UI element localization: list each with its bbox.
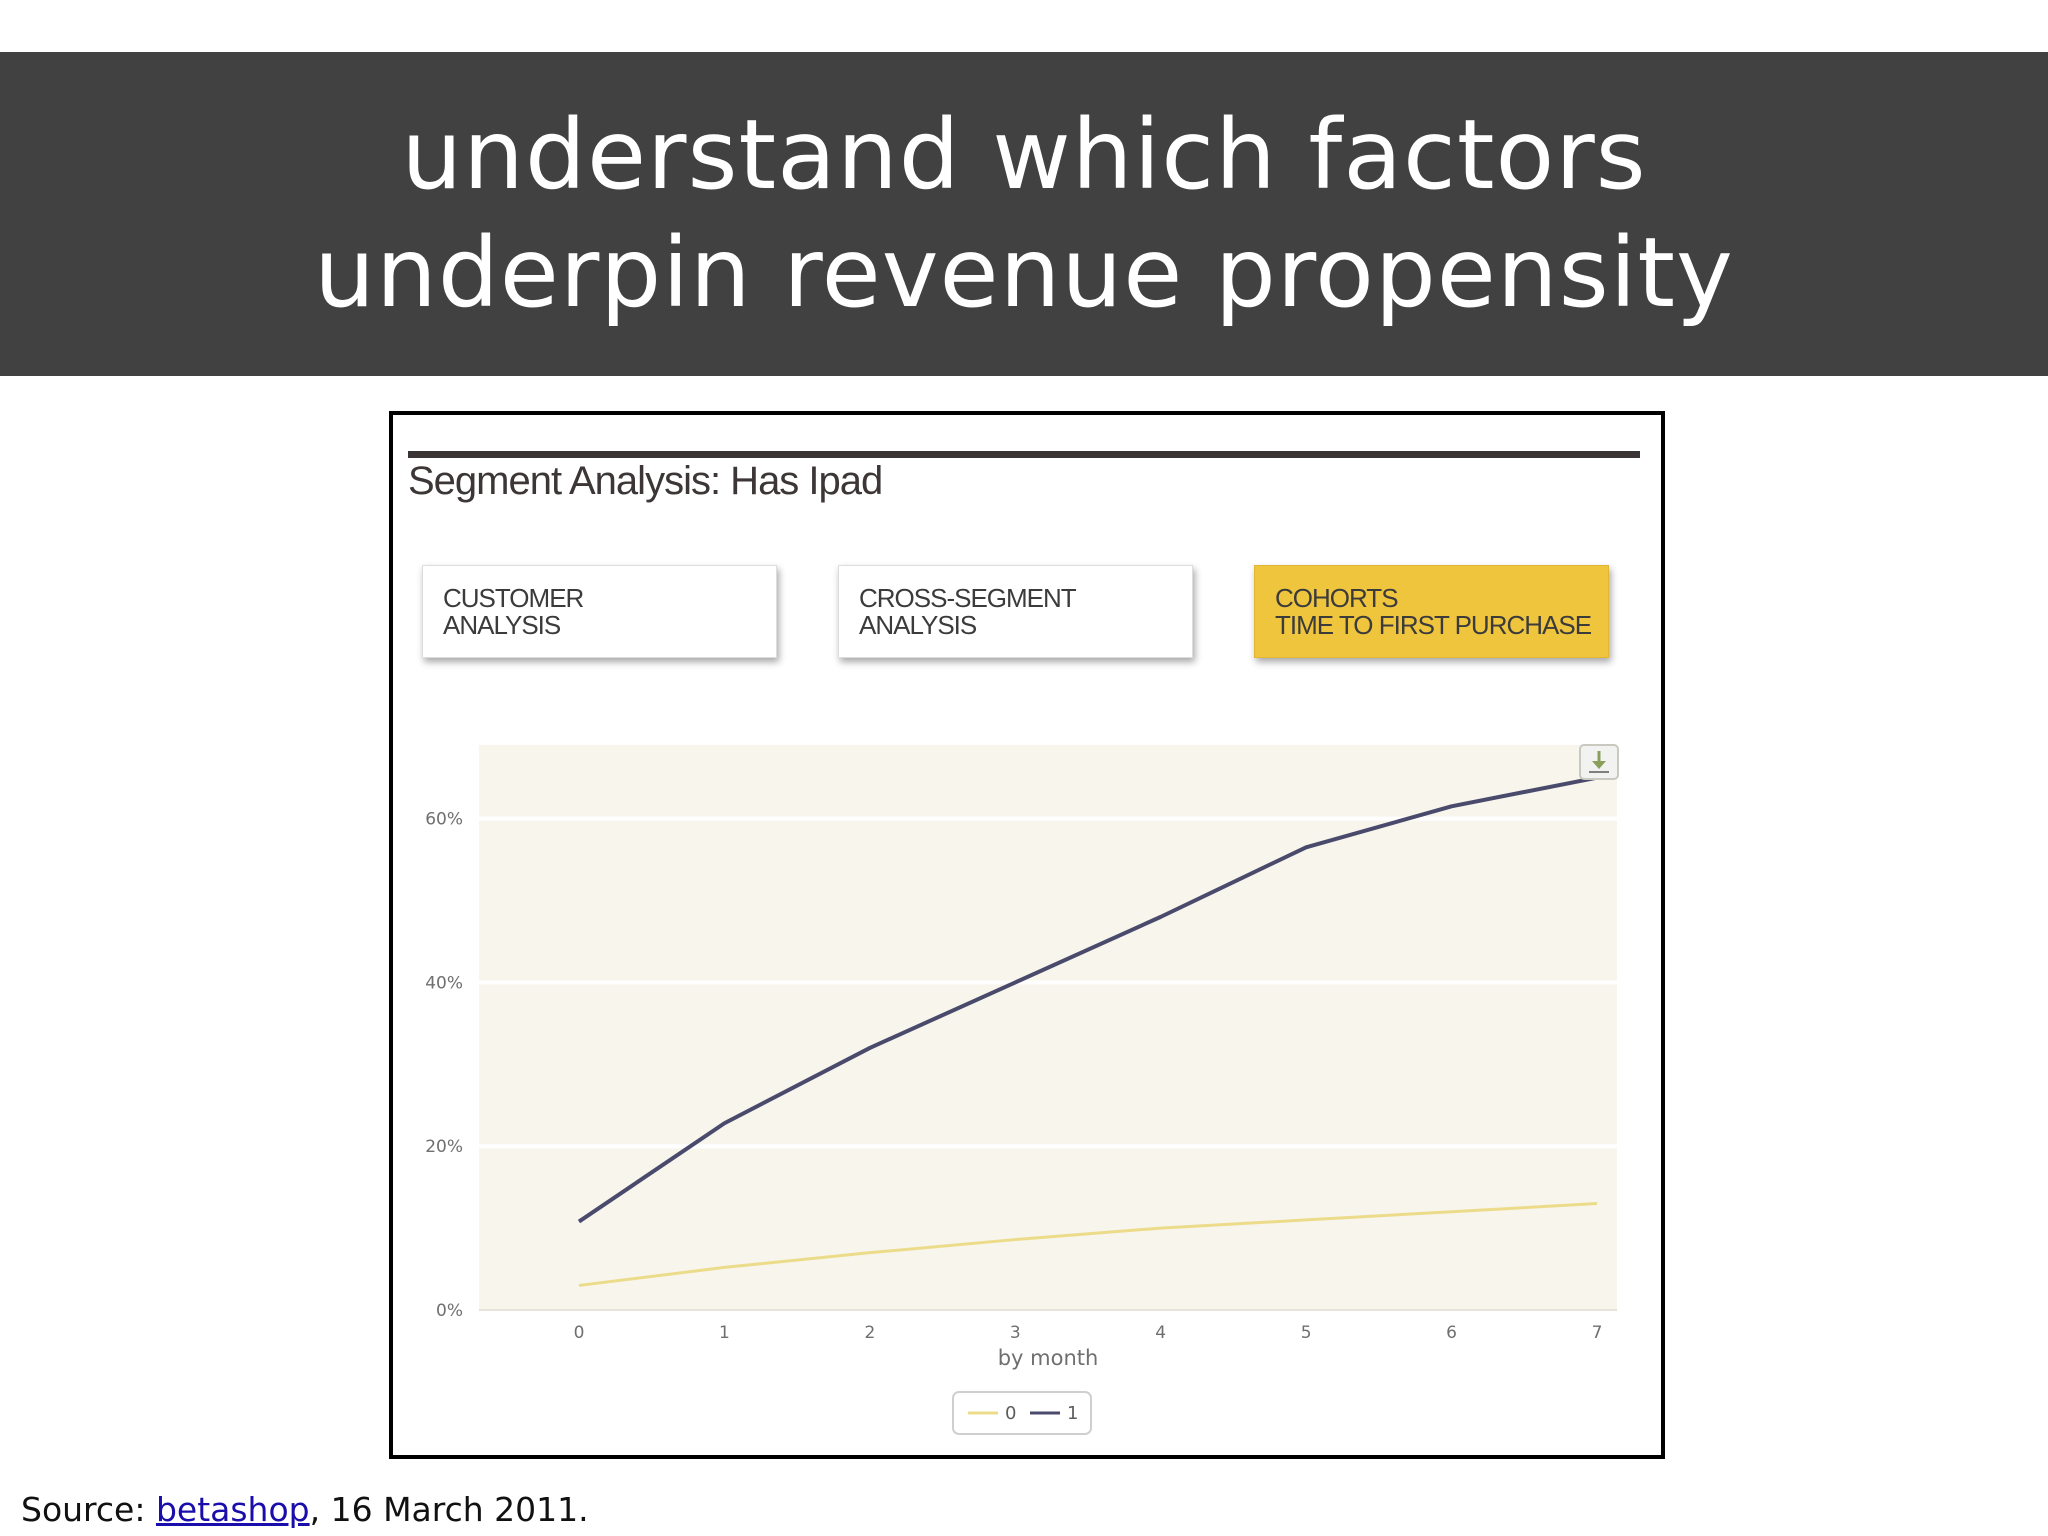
y-tick-label: 20%	[425, 1137, 463, 1157]
legend: 0 1	[952, 1391, 1092, 1435]
slide-title-line-1: understand which factors	[401, 99, 1647, 211]
tab-cross-segment-line2: ANALYSIS	[859, 610, 977, 640]
x-tick-label: 6	[1446, 1323, 1457, 1343]
x-tick-label: 3	[1010, 1323, 1021, 1343]
segment-analysis-title: Segment Analysis: Has Ipad	[408, 459, 883, 503]
tab-cross-segment-analysis[interactable]: CROSS-SEGMENT ANALYSIS	[838, 565, 1193, 658]
legend-label-series-0: 0	[1005, 1403, 1016, 1424]
x-tick-label: 5	[1301, 1323, 1312, 1343]
panel-top-rule	[408, 451, 1640, 458]
x-tick-label: 1	[719, 1323, 730, 1343]
tab-customer-analysis-line2: ANALYSIS	[443, 610, 561, 640]
source-citation: Source: betashop, 16 March 2011.	[21, 1490, 589, 1529]
legend-box	[952, 1391, 1092, 1435]
gridlines	[479, 816, 1617, 1149]
tab-customer-analysis-line1: CUSTOMER	[443, 583, 584, 613]
x-tick-label: 7	[1592, 1323, 1603, 1343]
tab-cross-segment-line1: CROSS-SEGMENT	[859, 583, 1077, 613]
y-tick-label: 40%	[425, 973, 463, 993]
series-lines	[577, 775, 1598, 1287]
x-axis-ticks: 0 1 2 3 4 5 6 7	[574, 1323, 1603, 1343]
x-axis-title: by month	[998, 1346, 1099, 1370]
x-tick-label: 0	[574, 1323, 585, 1343]
tab-cohorts-line1: COHORTS	[1275, 583, 1399, 613]
series-line-1	[577, 775, 1598, 1224]
series-line-0	[578, 1202, 1598, 1287]
download-icon	[1589, 751, 1609, 773]
plot-area	[479, 745, 1617, 1310]
slide-title-line-2: underpin revenue propensity	[314, 217, 1734, 329]
x-tick-label: 4	[1155, 1323, 1166, 1343]
y-axis-ticks: 0% 20% 40% 60%	[425, 810, 463, 1321]
y-tick-label: 60%	[425, 810, 463, 830]
source-suffix: , 16 March 2011.	[309, 1490, 589, 1529]
tab-customer-analysis[interactable]: CUSTOMER ANALYSIS	[422, 565, 777, 658]
cohort-line-chart: 0% 20% 40% 60% 0 1 2 3 4 5 6 7 by month 0 1	[425, 744, 1619, 1435]
x-tick-label: 2	[864, 1323, 875, 1343]
y-tick-label: 0%	[436, 1301, 463, 1321]
screenshot-frame: Segment Analysis: Has Ipad CUSTOMER ANAL…	[389, 411, 1665, 1459]
download-button[interactable]	[1579, 744, 1619, 780]
tab-cohorts-time-to-first-purchase[interactable]: COHORTS TIME TO FIRST PURCHASE	[1254, 565, 1609, 658]
source-link[interactable]: betashop	[155, 1490, 310, 1529]
slide-title-band: understand which factors underpin revenu…	[0, 52, 2048, 376]
legend-label-series-1: 1	[1067, 1403, 1078, 1424]
source-prefix: Source:	[21, 1490, 156, 1529]
tab-cohorts-line2: TIME TO FIRST PURCHASE	[1275, 610, 1592, 640]
